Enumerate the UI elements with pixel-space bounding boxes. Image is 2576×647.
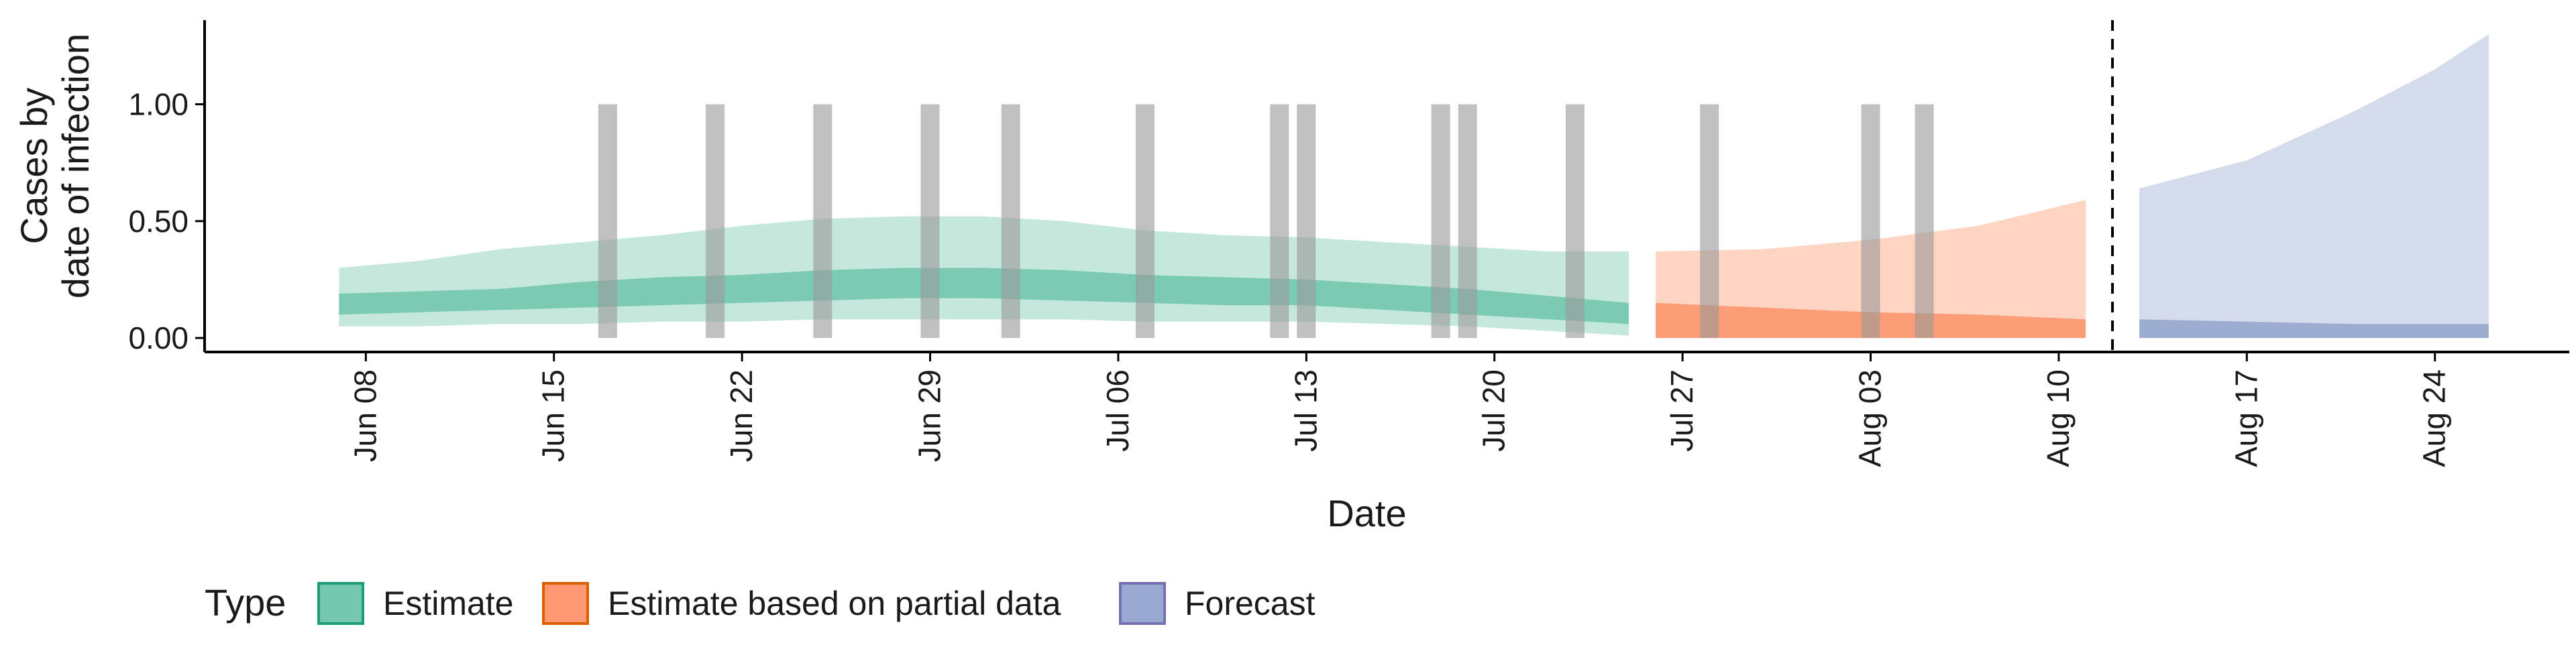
x-tick-label: Jun 08	[347, 369, 382, 462]
legend-key-forecast	[1119, 582, 1166, 625]
gray-bar	[1458, 104, 1477, 339]
band-50-forecast	[2139, 319, 2489, 339]
x-tick-label: Jul 06	[1100, 369, 1135, 452]
gray-bar	[1700, 104, 1719, 339]
y-axis-title-line: date of infection	[54, 34, 97, 298]
x-tick-label: Jun 22	[724, 369, 759, 462]
x-tick-label: Aug 24	[2417, 369, 2452, 467]
legend-label-estimate: Estimate	[383, 585, 514, 622]
y-tick-label: 1.00	[128, 86, 189, 121]
y-axis-title: Cases by date of infection	[13, 34, 97, 298]
gray-bar	[1001, 104, 1020, 339]
y-tick-label: 0.00	[128, 320, 189, 355]
legend-key-estimate-based-on-partial-data	[542, 582, 589, 625]
gray-bar	[1270, 104, 1289, 339]
gray-bar	[813, 104, 833, 339]
x-tick-label: Jun 29	[912, 369, 947, 462]
legend-title: Type	[205, 581, 286, 624]
gray-bar	[1915, 104, 1934, 339]
y-tick-label: 0.50	[128, 204, 189, 239]
x-tick-label: Jul 20	[1477, 369, 1511, 452]
legend-label-forecast: Forecast	[1185, 585, 1316, 622]
gray-bar	[1861, 104, 1880, 339]
x-tick-label: Aug 17	[2229, 369, 2263, 467]
gray-bar	[1431, 104, 1450, 339]
x-tick-label: Jul 13	[1288, 369, 1323, 452]
legend: Type Estimate Estimate based on partial da…	[205, 581, 1316, 625]
y-axis-title-line: Cases by	[13, 88, 55, 244]
x-tick-label: Jul 27	[1664, 369, 1699, 452]
axes-layer: 0.00 0.50 1.00 Jun 08 Jun 15 Jun 22 Jun 29 Jul …	[13, 20, 2569, 534]
gray-bar	[1136, 104, 1155, 339]
legend-label-estimate-based-on-partial-data: Estimate based on partial data	[608, 585, 1061, 622]
gray-bar	[920, 104, 940, 339]
gray-bar	[1297, 104, 1316, 339]
bands-layer	[339, 34, 2489, 339]
gray-bar	[706, 104, 725, 339]
band-90-forecast	[2139, 34, 2489, 339]
gray-bar	[1565, 104, 1585, 339]
legend-key-estimate	[317, 582, 364, 625]
x-tick-label: Aug 03	[1853, 369, 1888, 467]
x-axis-title: Date	[1327, 492, 1406, 534]
gray-bar	[598, 104, 617, 339]
x-tick-label: Aug 10	[2041, 369, 2076, 467]
gray-bars-layer	[598, 104, 1934, 339]
x-tick-label: Jun 15	[536, 369, 571, 462]
